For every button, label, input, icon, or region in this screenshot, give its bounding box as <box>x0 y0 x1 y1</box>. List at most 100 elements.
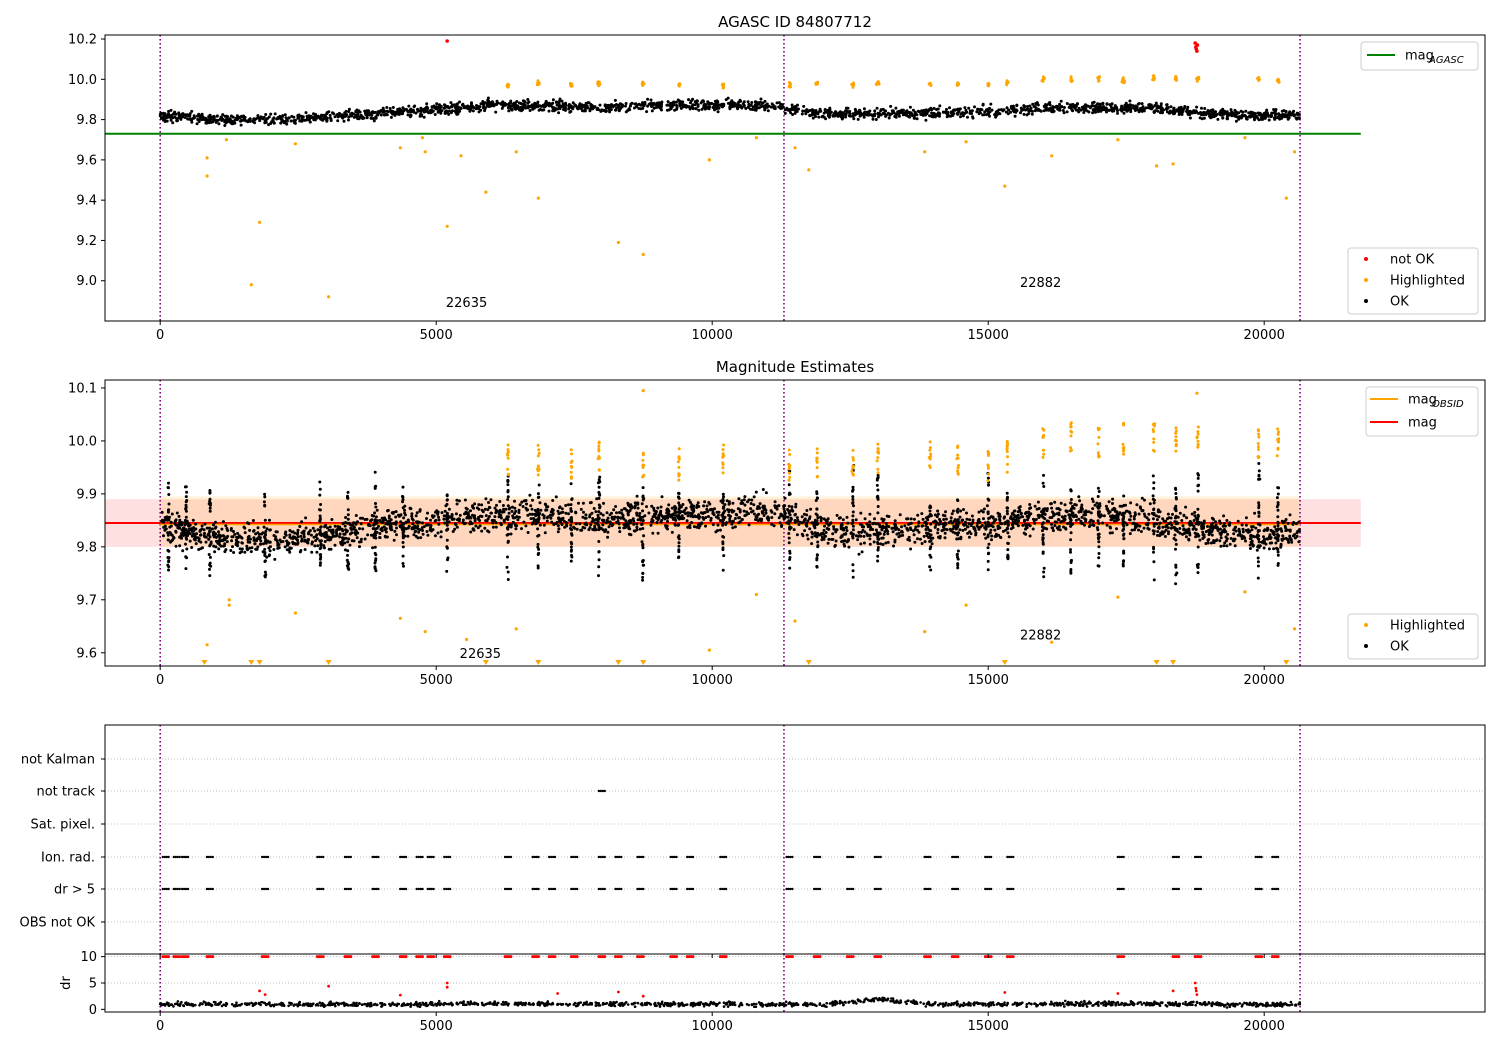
panel1-ok-point <box>485 105 488 108</box>
panel2-ok-point <box>220 545 223 548</box>
panel1-ok-point <box>264 113 267 116</box>
panel2-ok-point <box>1273 525 1276 528</box>
panel1-ok-point <box>797 108 800 111</box>
panel1-ok-point <box>272 116 275 119</box>
panel2-ok-point <box>1011 523 1014 526</box>
panel2-ok-point <box>358 527 361 530</box>
panel2-ok-point <box>688 524 691 527</box>
panel1-ok-point <box>656 105 659 108</box>
panel2-ok-point <box>407 527 410 530</box>
panel2-ok-point <box>360 522 363 525</box>
panel2-ok-point <box>796 533 799 536</box>
panel2-ok-point <box>443 522 446 525</box>
panel1-ok-point <box>338 115 341 118</box>
panel1-ok-point <box>937 108 940 111</box>
panel2-ok-point <box>1029 524 1032 527</box>
panel2-ok-point <box>354 533 357 536</box>
panel2-ok-point <box>239 551 242 554</box>
panel2-ok-point <box>1143 527 1146 530</box>
panel2-ok-point <box>411 522 414 525</box>
panel2-ok-point <box>498 500 501 503</box>
panel2-ok-point <box>1108 500 1111 503</box>
panel2-ok-point <box>1057 518 1060 521</box>
panel2-ok-point <box>454 522 457 525</box>
panel2-ok-point <box>1038 507 1041 510</box>
panel2-ok-point <box>213 550 216 553</box>
panel2-ok-point <box>593 507 596 510</box>
panel2-ok-point <box>830 538 833 541</box>
panel2-ok-point <box>329 538 332 541</box>
panel1-ok-point <box>680 107 683 110</box>
panel2-ok-point <box>1015 521 1018 524</box>
panel2-ok-point <box>462 519 465 522</box>
panel1-ok-point <box>581 109 584 112</box>
panel2-ok-point <box>310 551 313 554</box>
panel2-ok-point <box>232 551 235 554</box>
panel2-ok-point <box>564 512 567 515</box>
panel2-ok-point <box>1222 514 1225 517</box>
panel2-ok-point <box>1251 542 1254 545</box>
panel2-ok-point <box>161 511 164 514</box>
panel1-ok-point <box>942 111 945 114</box>
panel1-ok-point <box>508 102 511 105</box>
panel2-ok-point <box>1170 524 1173 527</box>
panel2-ok-point <box>813 525 816 528</box>
panel2-ok-point <box>557 530 560 533</box>
panel2-ok-point <box>481 515 484 518</box>
panel2-ok-point <box>846 540 849 543</box>
panel2-ok-point <box>577 502 580 505</box>
panel1-ok-point <box>793 109 796 112</box>
panel1-ok-point <box>959 115 962 118</box>
panel1-highlighted-point <box>1041 79 1044 82</box>
panel2-ok-point <box>237 536 240 539</box>
panel1-ok-point <box>1109 103 1112 106</box>
panel2-ok-point <box>505 508 508 511</box>
panel2-ok-point <box>841 524 844 527</box>
panel2-ok-point <box>323 535 326 538</box>
panel1-ok-point <box>389 107 392 110</box>
panel2-ok-point <box>301 538 304 541</box>
panel1-ok-point <box>451 105 454 108</box>
panel2-ok-point <box>859 512 862 515</box>
panel2-ok-point <box>810 531 813 534</box>
panel1-ok-point <box>454 106 457 109</box>
panel1-ok-point <box>824 109 827 112</box>
panel2-ok-point <box>630 507 633 510</box>
panel1-ok-point <box>607 104 610 107</box>
panel2-ok-point <box>197 548 200 551</box>
panel1-ok-point <box>701 100 704 103</box>
panel2-ok-point <box>395 533 398 536</box>
panel2-ok-point <box>455 499 458 502</box>
panel2-ok-point <box>589 501 592 504</box>
panel1-ok-point <box>670 102 673 105</box>
panel2-ok-point <box>489 512 492 515</box>
panel2-ok-point <box>1158 527 1161 530</box>
panel2-ok-point <box>974 529 977 532</box>
panel1-highlighted-point <box>258 221 261 224</box>
panel2-ok-point <box>259 539 262 542</box>
panel2-ok-point <box>230 539 233 542</box>
panel2-ok-point <box>583 527 586 530</box>
panel1-ok-point <box>966 116 969 119</box>
panel2-ok-point <box>594 522 597 525</box>
panel2-ok-point <box>1064 528 1067 531</box>
panel1-ok-point <box>385 106 388 109</box>
panel2-ok-point <box>1140 509 1143 512</box>
panel2-ok-point <box>892 530 895 533</box>
panel2-ok-point <box>750 499 753 502</box>
panel2-ok-point <box>378 519 381 522</box>
panel1-ok-point <box>456 102 459 105</box>
panel2-ok-point <box>545 508 548 511</box>
panel1-ok-point <box>972 117 975 120</box>
panel1-ok-point <box>1126 109 1129 112</box>
panel2-ok-point <box>339 533 342 536</box>
panel1-ok-point <box>204 122 207 125</box>
panel2-ok-point <box>965 512 968 515</box>
panel2-ok-point <box>1054 520 1057 523</box>
panel2-ok-point <box>1109 526 1112 529</box>
panel2-ok-point <box>1126 523 1129 526</box>
panel2-ok-point <box>620 512 623 515</box>
panel1-ok-point <box>400 112 403 115</box>
panel2-ok-point <box>637 518 640 521</box>
panel2-ok-point <box>734 517 737 520</box>
